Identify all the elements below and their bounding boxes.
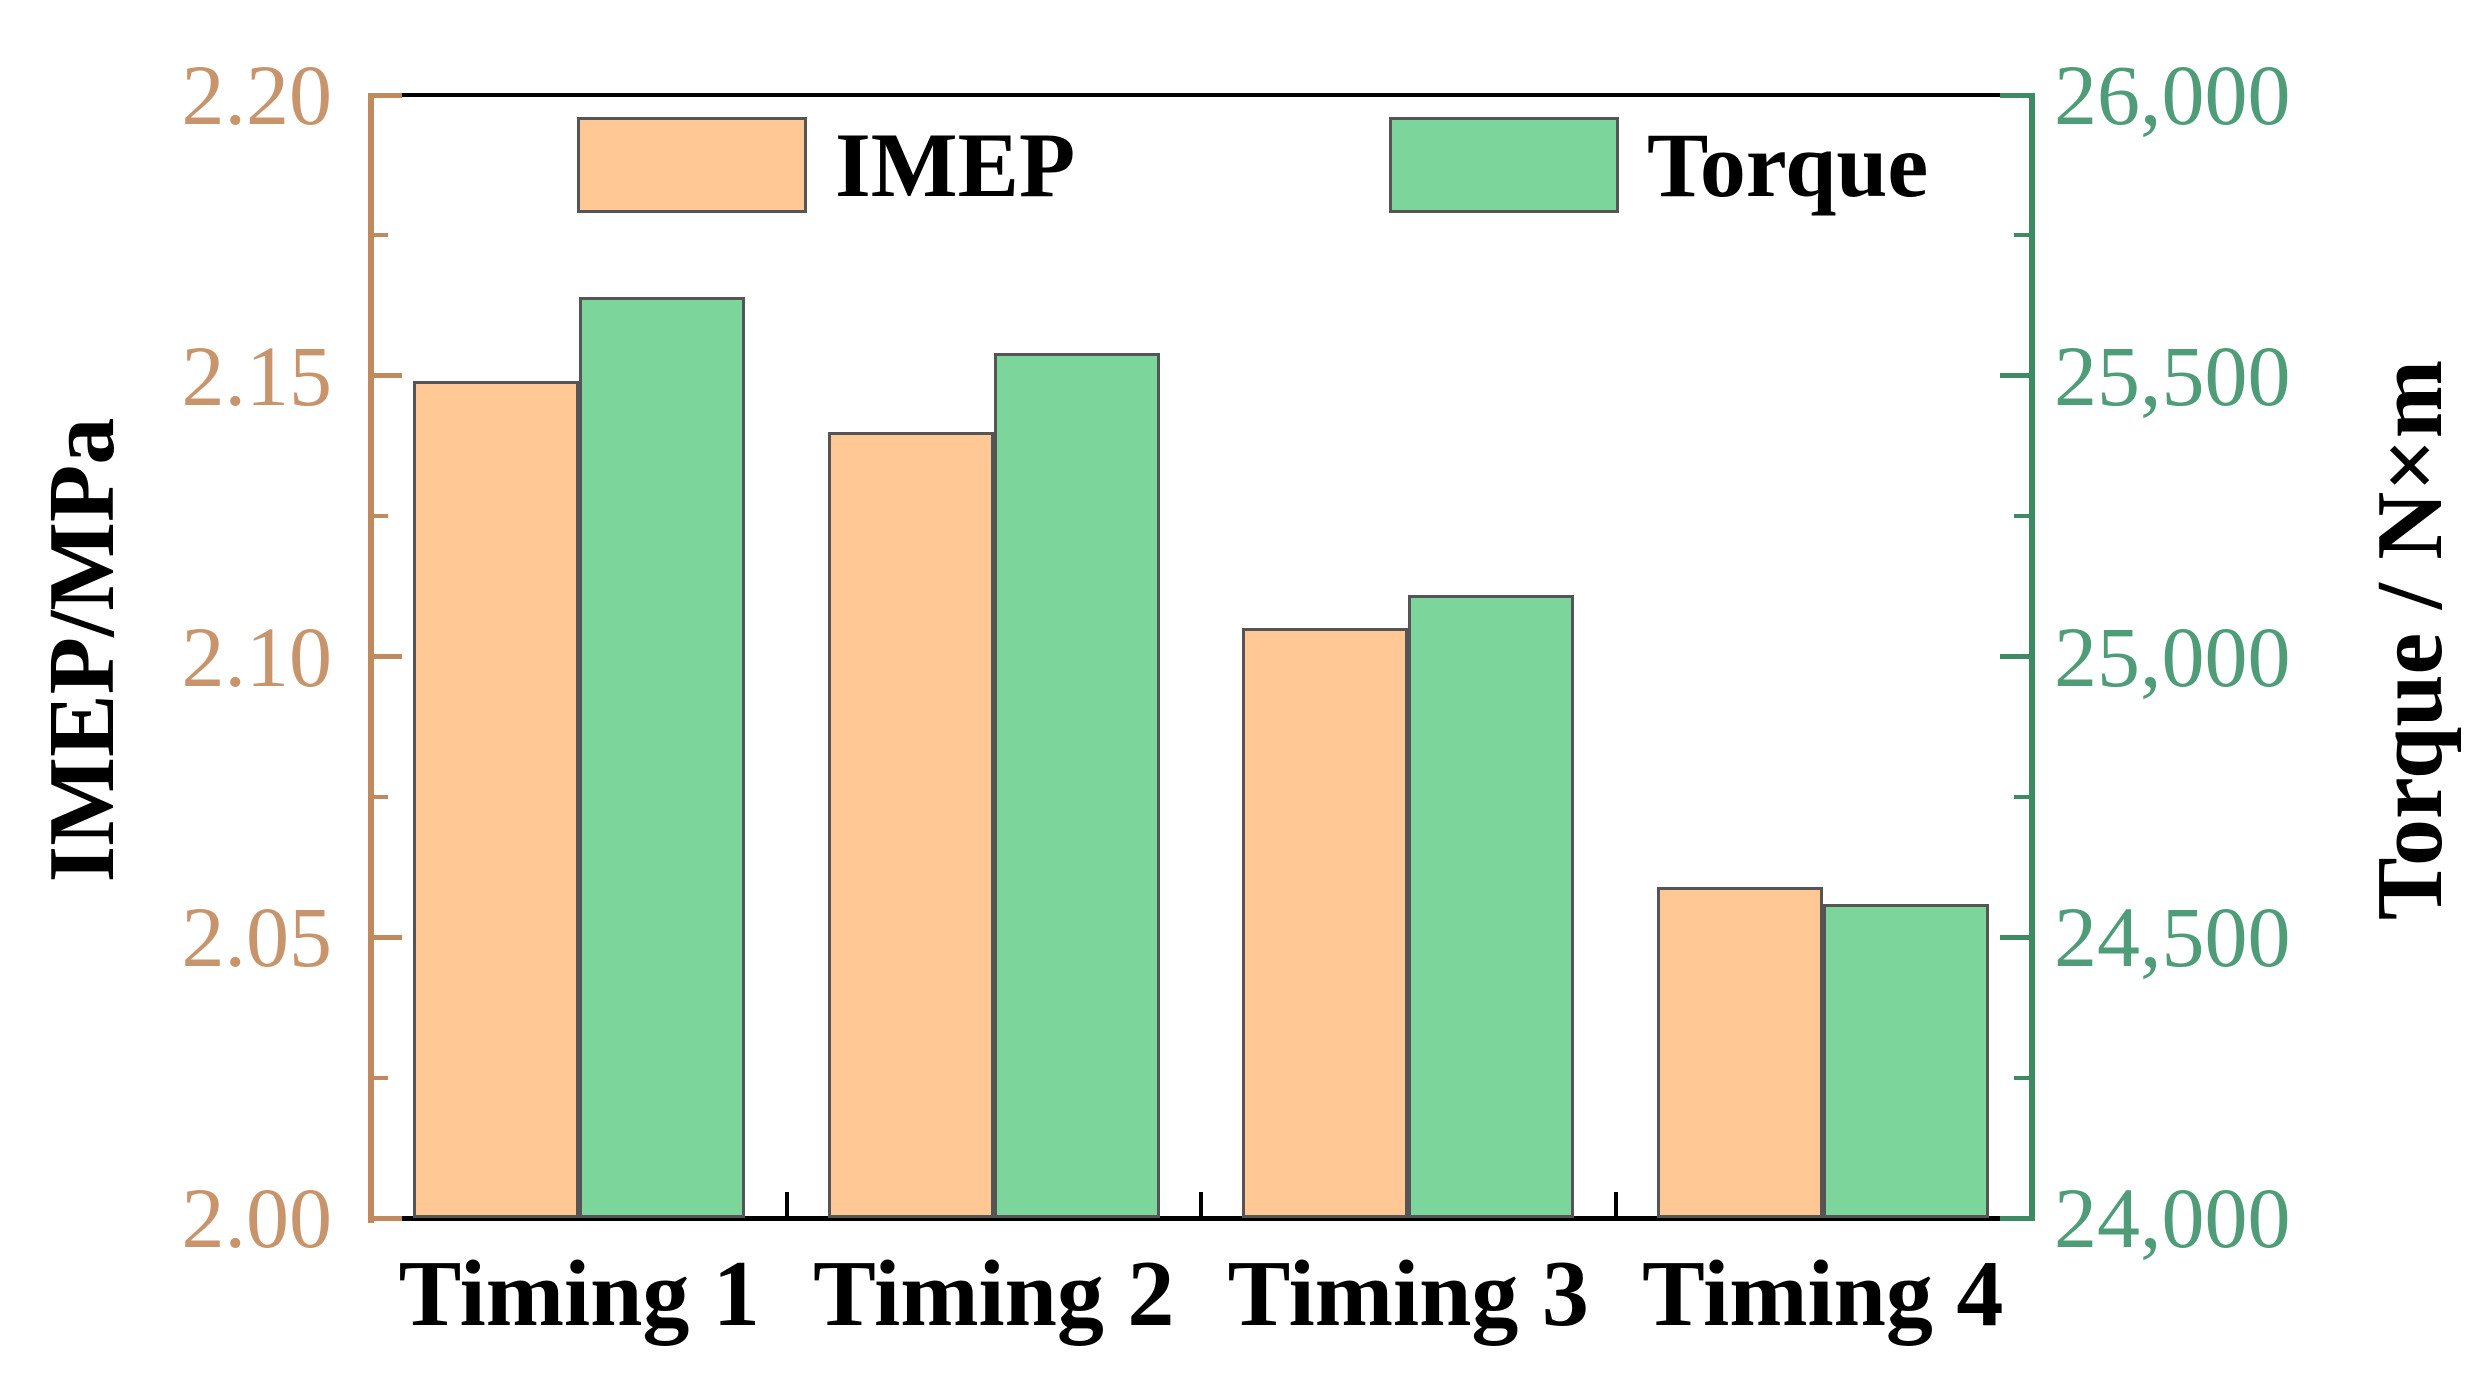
- left-axis-major-tick: [372, 1215, 402, 1221]
- left-y-axis-line: [368, 93, 374, 1223]
- bar-imep-timing-2: [827, 431, 994, 1218]
- legend-label-torque: Torque: [1647, 114, 1929, 216]
- right-axis-tick-label: 24,500: [2054, 889, 2291, 986]
- x-category-label: Timing 4: [1642, 1242, 2004, 1346]
- plot-top-border: [372, 93, 2035, 97]
- left-axis-minor-tick: [372, 1075, 388, 1080]
- left-axis-major-tick: [372, 92, 402, 98]
- right-axis-minor-tick: [2014, 1075, 2030, 1080]
- right-axis-major-tick: [2000, 1215, 2030, 1221]
- right-axis-minor-tick: [2014, 233, 2030, 238]
- bar-torque-timing-1: [579, 297, 746, 1218]
- x-axis-tick: [1613, 1192, 1618, 1218]
- right-y-axis-line: [2029, 93, 2035, 1221]
- right-axis-tick-label: 25,000: [2054, 608, 2291, 705]
- left-axis-major-tick: [372, 934, 402, 940]
- left-axis-title: IMEP/MPa: [30, 417, 134, 883]
- right-axis-minor-tick: [2014, 514, 2030, 519]
- bar-imep-timing-1: [413, 381, 580, 1218]
- left-axis-tick-label: 2.10: [181, 608, 333, 705]
- right-axis-major-tick: [2000, 92, 2030, 98]
- bar-torque-timing-2: [993, 353, 1160, 1218]
- left-axis-minor-tick: [372, 233, 388, 238]
- left-axis-major-tick: [372, 654, 402, 659]
- left-axis-minor-tick: [372, 514, 388, 519]
- left-axis-tick-label: 2.20: [181, 47, 333, 143]
- bar-torque-timing-4: [1822, 903, 1989, 1218]
- right-axis-tick-label: 25,500: [2054, 327, 2291, 424]
- x-category-label: Timing 2: [813, 1242, 1175, 1346]
- left-axis-tick-label: 2.05: [181, 889, 333, 986]
- right-axis-major-tick: [2000, 934, 2030, 940]
- legend-item-torque: Torque: [1389, 112, 1928, 218]
- legend-label-imep: IMEP: [835, 114, 1076, 216]
- right-axis-title: Torque / N×m: [2358, 359, 2462, 921]
- legend-item-imep: IMEP: [577, 112, 1075, 218]
- bar-imep-timing-3: [1242, 628, 1409, 1218]
- left-axis-major-tick: [372, 373, 402, 379]
- x-category-label: Timing 3: [1227, 1242, 1589, 1346]
- bar-torque-timing-3: [1408, 594, 1575, 1218]
- bar-imep-timing-4: [1656, 886, 1823, 1218]
- right-axis-tick-label: 24,000: [2054, 1170, 2291, 1266]
- right-axis-minor-tick: [2014, 794, 2030, 799]
- x-axis-tick: [1199, 1192, 1203, 1218]
- right-axis-major-tick: [2000, 654, 2030, 659]
- right-axis-major-tick: [2000, 373, 2030, 379]
- x-axis-tick: [784, 1192, 789, 1218]
- x-axis-line: [368, 1216, 2035, 1221]
- left-axis-tick-label: 2.15: [181, 327, 333, 424]
- left-axis-minor-tick: [372, 794, 388, 799]
- x-category-label: Timing 1: [398, 1242, 760, 1346]
- right-axis-tick-label: 26,000: [2054, 47, 2291, 143]
- legend-swatch-torque: [1389, 117, 1619, 213]
- left-axis-tick-label: 2.00: [181, 1170, 333, 1266]
- legend-swatch-imep: [577, 117, 807, 213]
